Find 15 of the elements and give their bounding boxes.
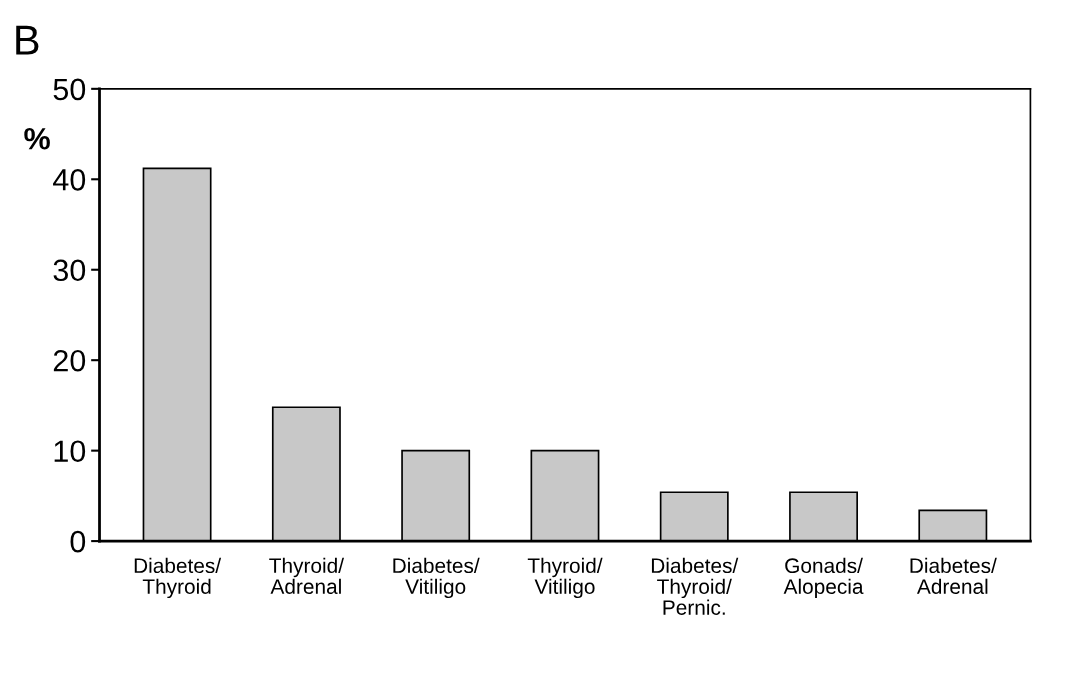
x-tick-label: Thyroid/ Adrenal [269, 557, 345, 594]
y-axis-title: % [24, 127, 50, 150]
x-tick-label: Diabetes/ Thyroid [134, 557, 222, 599]
x-tick-label: Thyroid/ Vitiligo [527, 557, 603, 599]
y-tick-label: 10 [54, 440, 86, 463]
y-tick-label: 40 [53, 169, 86, 191]
y-tick-label: 0 [70, 530, 86, 553]
y-tick-label: 20 [53, 349, 86, 372]
y-tick-label: 30 [53, 259, 86, 282]
x-tick-label: Diabetes/ Thyroid/ Pernic. [651, 557, 739, 615]
y-tick-label: 50 [53, 78, 86, 101]
chart-title: B [16, 25, 39, 55]
x-tick-label: Gonads/ Alopecia [783, 557, 864, 599]
x-tick-label: Diabetes/ Adrenal [910, 557, 997, 594]
x-tick-label: Diabetes/ Vitiligo [393, 557, 480, 599]
